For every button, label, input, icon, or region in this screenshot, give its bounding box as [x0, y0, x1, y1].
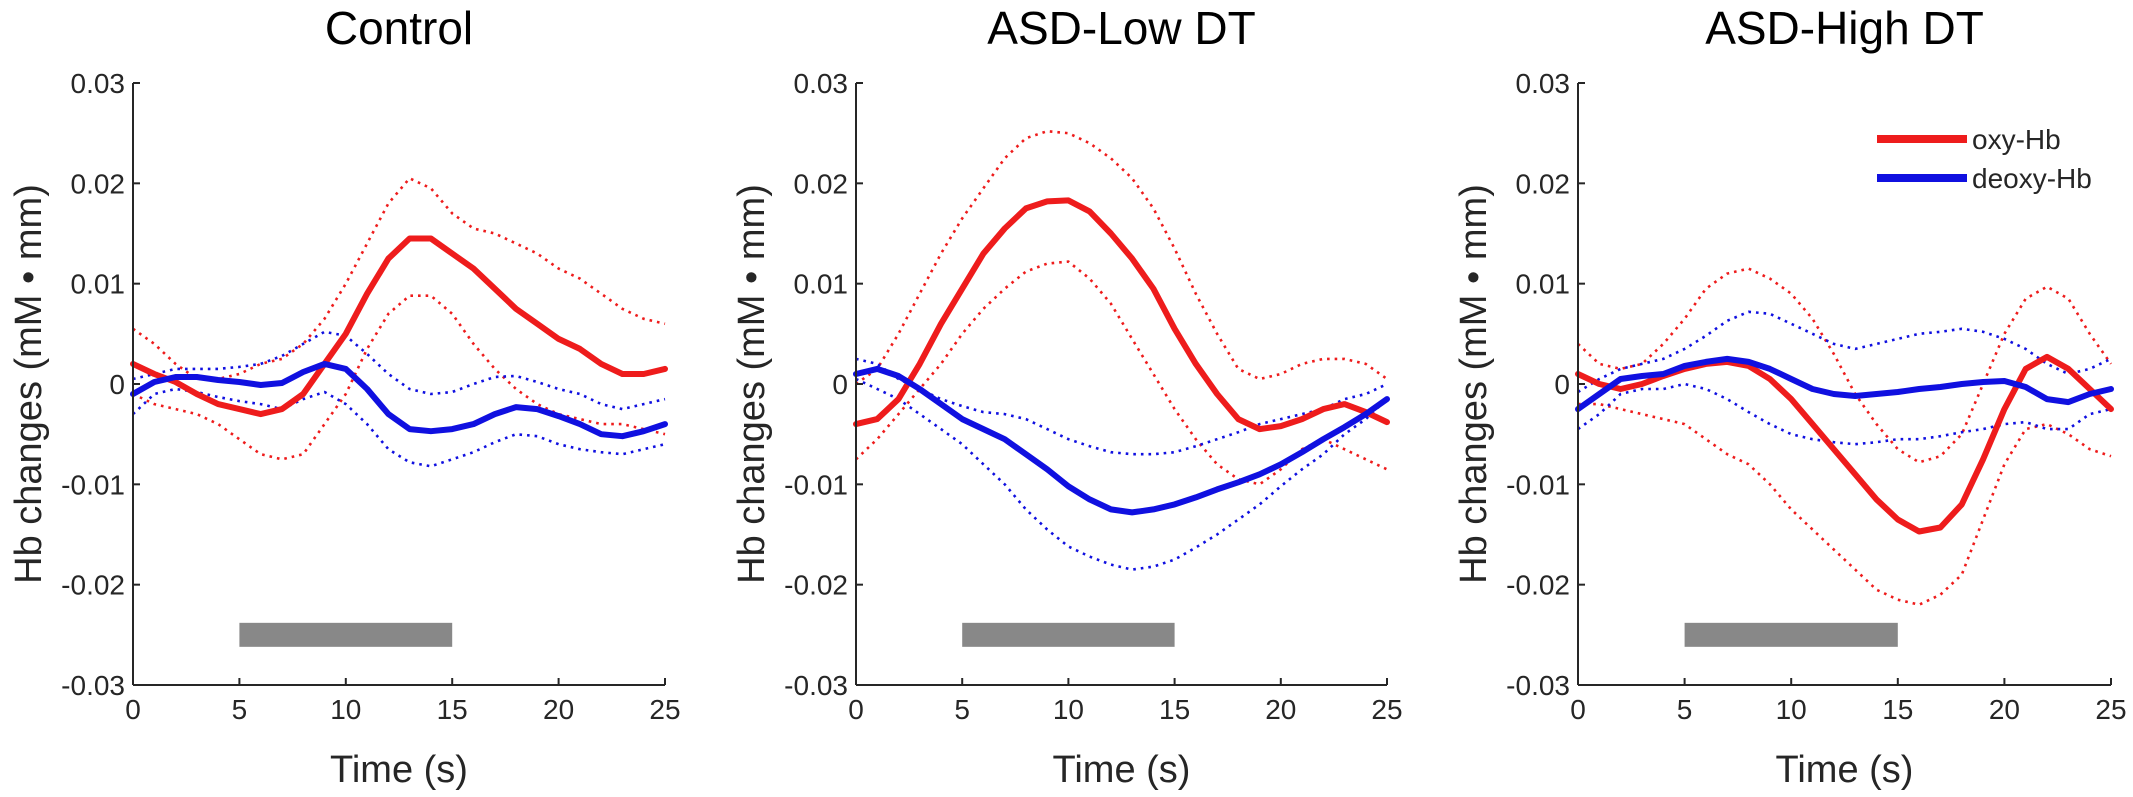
series-deoxy-hb-line — [1575, 355, 2114, 413]
y-axis-label: Hb changes (mM • mm) — [731, 184, 773, 584]
panel-control: Control -0.03 -0.02 -0.01 0 0.01 0.02 0.03 0 5 10 1… — [8, 2, 681, 791]
series-oxy-hb-line — [130, 235, 668, 418]
y-tick-label: -0.02 — [1506, 570, 1570, 601]
series-oxy-hb-lower-line — [1578, 402, 2112, 606]
y-tick-label: 0.02 — [1516, 168, 1571, 199]
series-deoxy-hb-line — [130, 360, 668, 440]
x-tick-label: 25 — [2095, 694, 2126, 725]
y-tick-label: -0.03 — [1506, 670, 1570, 701]
x-tick-label: 20 — [1265, 694, 1296, 725]
legend-deoxy-label: deoxy-Hb — [1972, 163, 2092, 194]
x-tick-label: 0 — [848, 694, 864, 725]
series-deoxy-hb-upper-line — [855, 357, 1388, 456]
y-tick-label: 0.03 — [1516, 68, 1571, 99]
x-axis-label: Time (s) — [330, 749, 468, 791]
series-deoxy-hb-lower-line — [132, 387, 666, 468]
series-oxy-hb-line — [853, 197, 1390, 433]
stimulus-bar — [239, 622, 453, 647]
x-tick-label: 10 — [1053, 694, 1084, 725]
series-deoxy-hb-upper-line — [132, 330, 666, 411]
x-tick-label: 25 — [1371, 694, 1402, 725]
x-tick-label: 15 — [1159, 694, 1190, 725]
y-tick-label: -0.03 — [61, 670, 125, 701]
y-tick-label: -0.02 — [61, 570, 125, 601]
series-deoxy-hb-lower-line — [1577, 382, 2112, 446]
series-oxy-hb-line — [1575, 353, 2114, 535]
chart-title: ASD-Low DT — [987, 2, 1255, 54]
y-tick-label: 0 — [832, 369, 848, 400]
y-tick-label: 0 — [1554, 369, 1570, 400]
y-tick-label: -0.03 — [784, 670, 848, 701]
series-oxy-hb-upper-line — [1577, 267, 2113, 464]
y-tick-label: -0.01 — [784, 469, 848, 500]
y-tick-label: 0.02 — [71, 168, 126, 199]
x-tick-label: 5 — [232, 694, 248, 725]
y-tick-label: -0.01 — [61, 469, 125, 500]
x-tick-label: 5 — [1677, 694, 1693, 725]
y-axis-label: Hb changes (mM • mm) — [8, 184, 50, 584]
y-tick-label: 0.03 — [794, 68, 849, 99]
x-tick-label: 20 — [543, 694, 574, 725]
stimulus-bar — [1684, 622, 1898, 647]
series-deoxy-hb-line — [853, 365, 1390, 516]
y-tick-label: 0 — [109, 369, 125, 400]
series-oxy-hb-lower-line — [132, 294, 666, 461]
x-axis-label: Time (s) — [1776, 749, 1914, 791]
y-tick-label: 0.03 — [71, 68, 126, 99]
x-tick-label: 25 — [649, 694, 680, 725]
panel-asd-low-dt: ASD-Low DT -0.03 -0.02 -0.01 0 0.01 0.02 0.03 0 5… — [731, 2, 1403, 791]
x-tick-label: 0 — [125, 694, 141, 725]
y-tick-label: -0.02 — [784, 570, 848, 601]
y-axis-label: Hb changes (mM • mm) — [1453, 184, 1495, 584]
y-tick-label: 0.01 — [71, 269, 126, 300]
stimulus-bar — [962, 622, 1175, 647]
chart-title: Control — [325, 2, 473, 54]
y-tick-label: 0.01 — [1516, 269, 1571, 300]
x-tick-label: 0 — [1570, 694, 1586, 725]
y-tick-label: 0.02 — [794, 168, 849, 199]
x-axis-label: Time (s) — [1053, 749, 1191, 791]
series-deoxy-hb-lower-line — [855, 377, 1388, 571]
series-oxy-hb-upper-line — [132, 177, 666, 381]
x-tick-label: 15 — [1882, 694, 1913, 725]
y-tick-label: 0.01 — [794, 269, 849, 300]
x-tick-label: 10 — [330, 694, 361, 725]
legend-oxy-label: oxy-Hb — [1972, 124, 2061, 155]
legend: oxy-Hb deoxy-Hb — [1877, 124, 2092, 194]
series-oxy-hb-upper-line — [855, 129, 1388, 386]
y-tick-label: -0.01 — [1506, 469, 1570, 500]
chart-title: ASD-High DT — [1705, 2, 1984, 54]
x-tick-label: 20 — [1989, 694, 2020, 725]
x-tick-label: 5 — [954, 694, 970, 725]
x-tick-label: 15 — [437, 694, 468, 725]
panel-asd-high-dt: ASD-High DT -0.03 -0.02 -0.01 0 0.01 0.02 0.03 0… — [1453, 2, 2127, 791]
x-tick-label: 10 — [1776, 694, 1807, 725]
